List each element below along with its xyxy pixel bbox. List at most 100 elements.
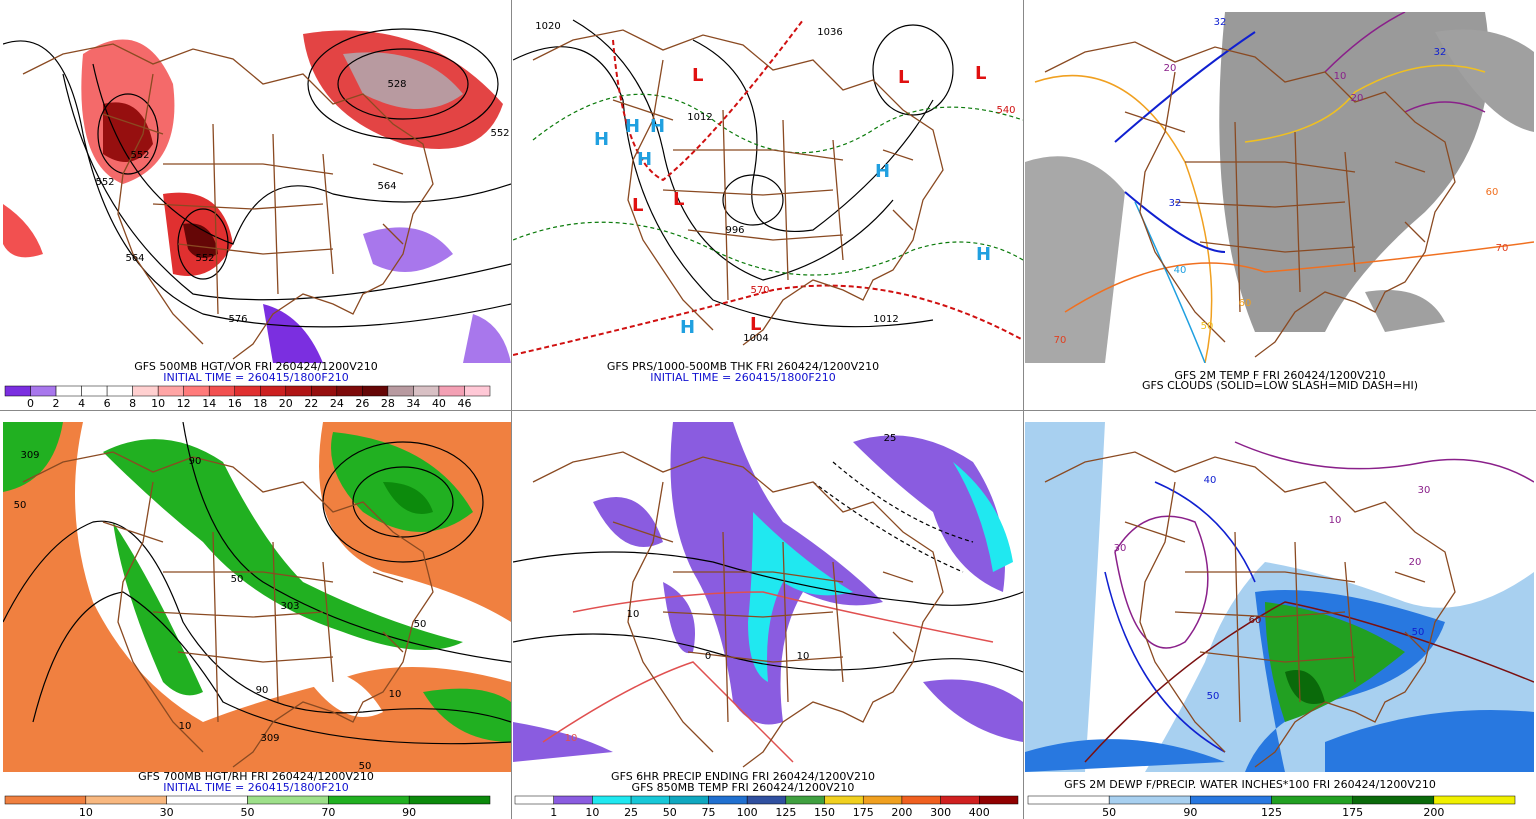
high-marker: H <box>625 116 640 137</box>
map-dewpoint-pw <box>1025 422 1534 772</box>
colorbar-swatch <box>183 385 210 397</box>
map-700mb <box>3 422 511 772</box>
colorbar-label: 10 <box>151 397 165 410</box>
contour-label: 10 <box>1334 71 1347 82</box>
colorbar-swatch <box>85 795 167 805</box>
colorbar-label: 2 <box>53 397 60 410</box>
colorbar-label: 0 <box>27 397 34 410</box>
isobar-label: 1012 <box>687 112 712 123</box>
colorbar-label: 70 <box>321 806 335 819</box>
colorbar-swatch <box>862 795 903 805</box>
colorbar-label: 50 <box>241 806 255 819</box>
caption: GFS 2M TEMP F FRI 260424/1200V210 <box>1174 369 1385 382</box>
thickness-label: 540 <box>996 105 1015 116</box>
contour-label: 309 <box>260 733 279 744</box>
colorbar-swatch <box>1027 795 1110 805</box>
contour-label: 50 <box>414 619 427 630</box>
colorbar-swatch <box>30 385 57 397</box>
contour-label: 70 <box>1054 335 1067 346</box>
colorbar-label: 30 <box>160 806 174 819</box>
contour-label: 50 <box>1412 627 1425 638</box>
colorbar-swatch <box>901 795 941 805</box>
colorbar-label: 100 <box>737 806 758 819</box>
colorbar-swatch <box>785 795 825 805</box>
colorbar-swatch <box>247 795 329 805</box>
isobar-label: 1012 <box>873 314 898 325</box>
contour-label: 90 <box>189 456 202 467</box>
high-marker: H <box>680 317 695 338</box>
colorbar-swatch <box>81 385 108 397</box>
low-marker: L <box>750 314 761 335</box>
colorbar-swatch <box>157 385 184 397</box>
high-marker: H <box>637 149 652 170</box>
colorbar-swatch <box>708 795 748 805</box>
contour-label: 50 <box>1207 691 1220 702</box>
colorbar-swatch <box>336 385 363 397</box>
high-marker: H <box>976 244 991 265</box>
colorbar-label: 200 <box>1423 806 1444 819</box>
caption: INITIAL TIME = 260415/1800F210 <box>163 781 348 794</box>
contour-label: 32 <box>1214 17 1227 28</box>
isobar-label: 1036 <box>817 27 842 38</box>
map-thickness <box>513 0 1023 363</box>
thickness-label: 570 <box>750 285 769 296</box>
colorbar-swatch <box>669 795 709 805</box>
caption: INITIAL TIME = 260415/1800F210 <box>163 371 348 384</box>
colorbar-label: 26 <box>355 397 369 410</box>
colorbar-label: 34 <box>406 397 420 410</box>
colorbar-label: 175 <box>1342 806 1363 819</box>
contour-label: 50 <box>1201 321 1214 332</box>
colorbar-label: 10 <box>79 806 93 819</box>
colorbar-swatch <box>311 385 338 397</box>
low-marker: L <box>898 67 909 88</box>
contour-label: 32 <box>1169 198 1182 209</box>
colorbar-swatch <box>362 385 389 397</box>
colorbar-swatch <box>824 795 864 805</box>
colorbar-label: 20 <box>279 397 293 410</box>
colorbar-swatch <box>1352 795 1435 805</box>
colorbar-label: 6 <box>104 397 111 410</box>
colorbar-swatch <box>208 385 235 397</box>
contour-label: 50 <box>359 761 372 772</box>
contour-label: 564 <box>125 253 144 264</box>
contour-label: 20 <box>1164 63 1177 74</box>
colorbar-label: 46 <box>457 397 471 410</box>
high-marker: H <box>875 161 890 182</box>
contour-label: 10 <box>389 689 402 700</box>
contour-label: 70 <box>1496 243 1509 254</box>
contour-label: 40 <box>1174 265 1187 276</box>
colorbar-swatch <box>553 795 593 805</box>
contour-label: 20 <box>1409 557 1422 568</box>
colorbar-label: 14 <box>202 397 216 410</box>
contour-label: 10 <box>565 733 578 744</box>
colorbar-label: 200 <box>891 806 912 819</box>
colorbar-swatch <box>132 385 159 397</box>
contour-label: 303 <box>280 601 299 612</box>
colorbar-swatch <box>285 385 312 397</box>
contour-label: 552 <box>130 150 149 161</box>
contour-label: 40 <box>1204 475 1217 486</box>
colorbar-swatch <box>55 385 82 397</box>
colorbar-label: 4 <box>78 397 85 410</box>
contour-label: 0 <box>705 651 711 662</box>
colorbar-label: 90 <box>402 806 416 819</box>
colorbar-swatch <box>940 795 980 805</box>
caption: GFS 500MB HGT/VOR FRI 260424/1200V210 <box>134 360 378 373</box>
colorbar-label: 28 <box>381 397 395 410</box>
contour-label: 552 <box>95 177 114 188</box>
contour-label: 552 <box>490 128 509 139</box>
colorbar-label: 10 <box>585 806 599 819</box>
colorbar-label: 16 <box>228 397 242 410</box>
contour-label: 20 <box>1351 93 1364 104</box>
colorbar-label: 1 <box>550 806 557 819</box>
colorbar-label: 125 <box>1261 806 1282 819</box>
contour-label: 50 <box>231 574 244 585</box>
colorbar-swatch <box>387 385 414 397</box>
contour-label: 30 <box>1418 485 1431 496</box>
isobar-label: 1004 <box>743 333 768 344</box>
contour-label: 60 <box>1486 187 1499 198</box>
colorbar-label: 40 <box>432 397 446 410</box>
colorbar-swatch <box>234 385 261 397</box>
contour-label: 50 <box>14 500 27 511</box>
